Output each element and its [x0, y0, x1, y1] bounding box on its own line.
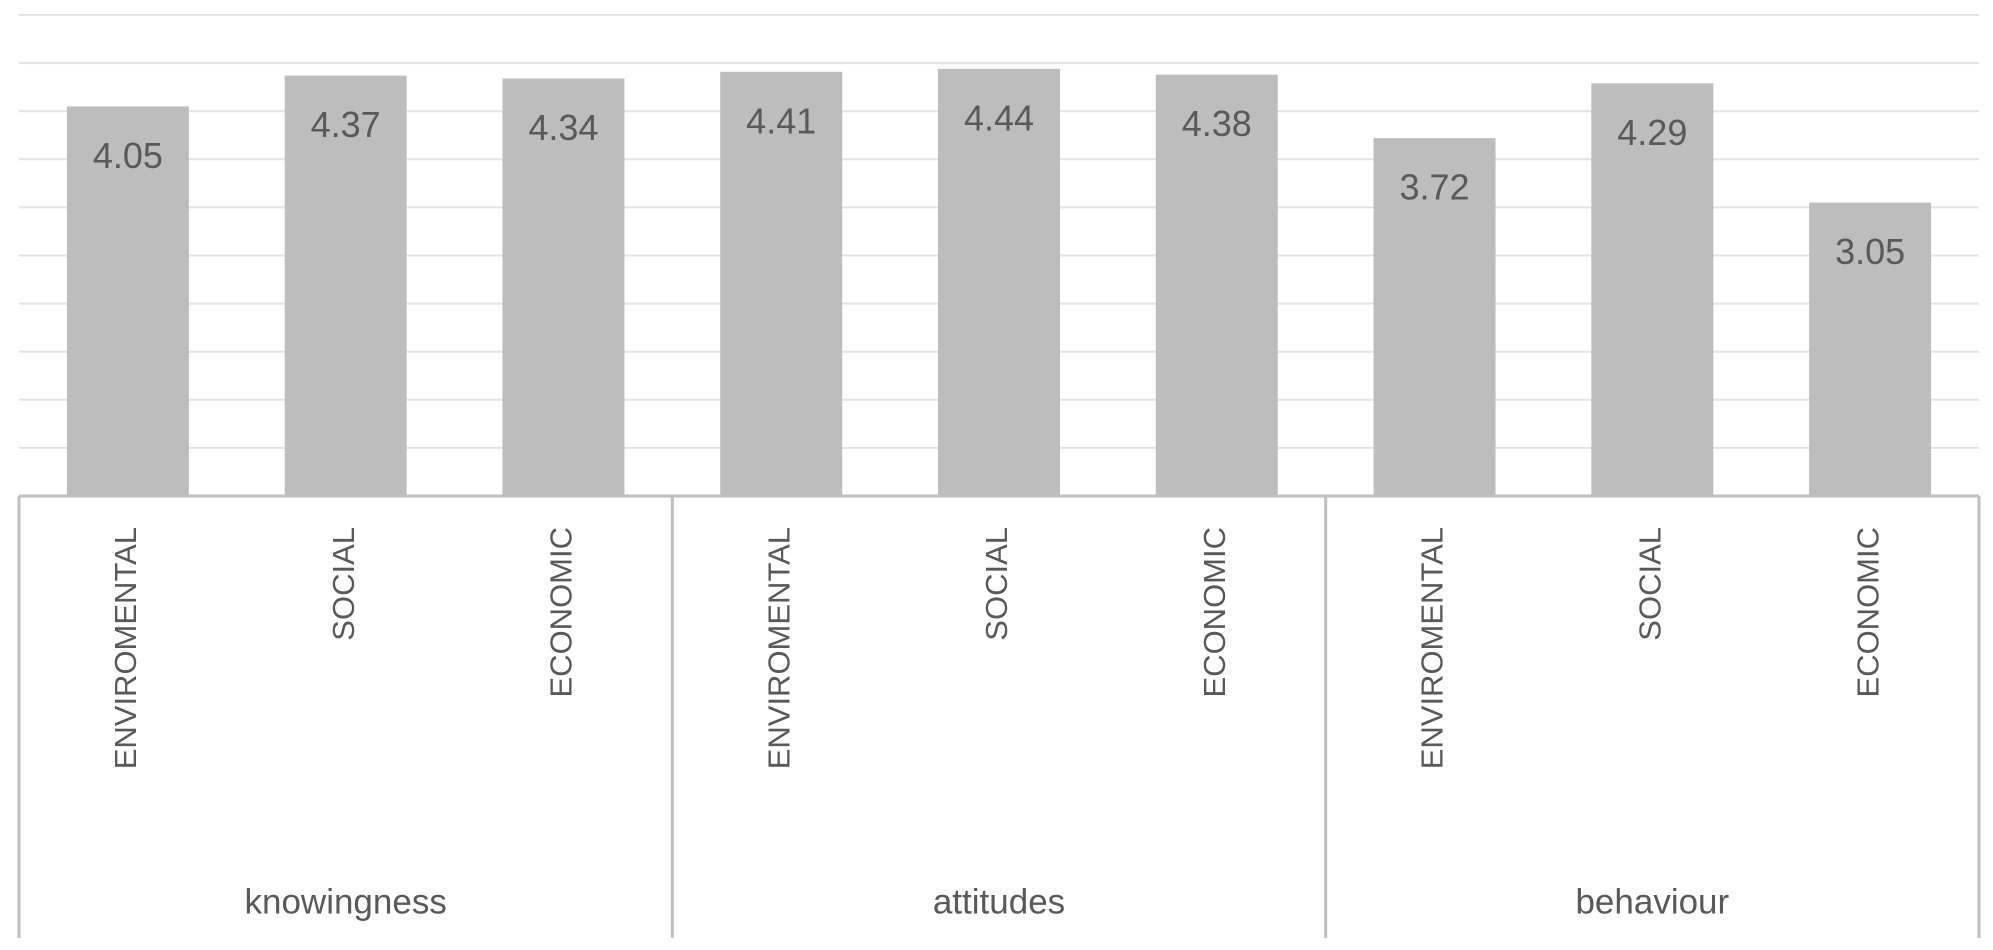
data-label: 4.41: [746, 100, 816, 141]
data-label: 4.05: [93, 135, 163, 176]
x-tick-label: SOCIAL: [979, 527, 1014, 641]
x-tick-label: ENVIROMENTAL: [1415, 527, 1450, 769]
data-label: 4.34: [528, 107, 598, 148]
bar: [1373, 138, 1496, 497]
bar: [1591, 83, 1714, 496]
bar: [502, 78, 625, 496]
data-label: 4.37: [311, 104, 381, 145]
data-label: 4.44: [964, 97, 1034, 138]
x-tick-label: SOCIAL: [1633, 527, 1668, 641]
group-label: behaviour: [1575, 882, 1729, 921]
bar: [938, 68, 1060, 496]
x-tick-label: ECONOMIC: [544, 527, 579, 698]
data-label: 4.29: [1617, 112, 1687, 153]
x-tick-label: SOCIAL: [326, 527, 361, 641]
x-tick-label: ENVIROMENTAL: [108, 527, 143, 769]
data-label: 3.72: [1400, 167, 1470, 208]
bar: [66, 106, 189, 496]
bar: [284, 75, 407, 496]
bar: [720, 71, 843, 497]
x-tick-label: ENVIROMENTAL: [761, 527, 796, 769]
bar: [1809, 202, 1932, 496]
bar: [1155, 74, 1278, 497]
group-label: knowingness: [244, 882, 446, 921]
x-tick-label: ECONOMIC: [1197, 527, 1232, 698]
data-label: 4.38: [1182, 103, 1252, 144]
x-tick-label: ECONOMIC: [1850, 527, 1885, 698]
group-label: attitudes: [933, 882, 1065, 921]
data-label: 3.05: [1835, 231, 1905, 272]
